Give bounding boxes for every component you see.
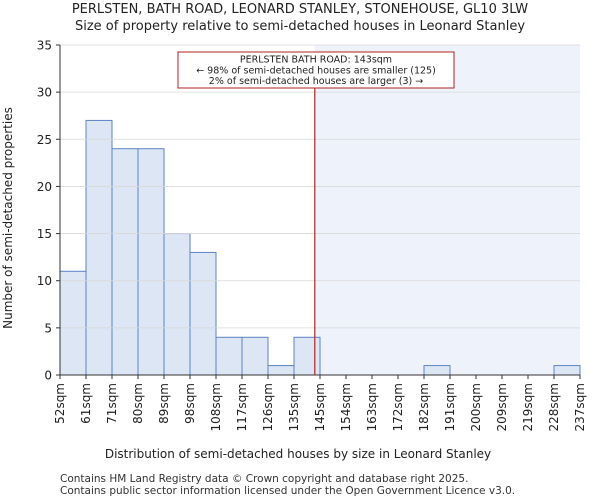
histogram-bar <box>85 119 113 376</box>
histogram-bar <box>267 365 295 376</box>
x-tick-label: 117sqm <box>235 383 249 431</box>
annotation-line-2: ← 98% of semi-detached houses are smalle… <box>196 65 436 76</box>
histogram-bar <box>241 336 269 376</box>
x-tick-label: 98sqm <box>183 383 197 424</box>
histogram-bar <box>137 148 165 376</box>
x-tick-label: 163sqm <box>365 383 379 431</box>
x-tick-label: 80sqm <box>131 383 145 424</box>
footer-line-2: Contains public sector information licen… <box>60 485 516 497</box>
x-tick-label: 108sqm <box>209 383 223 431</box>
footer-line-1: Contains HM Land Registry data © Crown c… <box>60 473 469 485</box>
x-tick-label: 209sqm <box>495 383 509 431</box>
histogram-bar <box>163 233 191 376</box>
x-tick-label: 191sqm <box>443 383 457 431</box>
histogram-bar <box>111 148 139 376</box>
x-axis-label: Distribution of semi-detached houses by … <box>105 447 491 461</box>
x-tick-label: 228sqm <box>547 383 561 431</box>
x-tick-label: 71sqm <box>105 383 119 424</box>
histogram-bar <box>215 336 243 376</box>
histogram-bar <box>553 365 581 376</box>
x-tick-label: 154sqm <box>339 383 353 431</box>
annotation-line-3: 2% of semi-detached houses are larger (3… <box>209 76 423 87</box>
y-tick-label: 30 <box>37 86 52 100</box>
x-tick-label: 52sqm <box>53 383 67 424</box>
x-tick-label: 219sqm <box>521 383 535 431</box>
x-tick-label: 172sqm <box>391 383 405 431</box>
x-tick-label: 89sqm <box>157 383 171 424</box>
histogram-bar <box>59 270 87 376</box>
y-tick-label: 15 <box>37 227 52 241</box>
x-tick-label: 200sqm <box>469 383 483 431</box>
annotation-line-1: PERLSTEN BATH ROAD: 143sqm <box>240 55 392 66</box>
histogram-bar <box>293 336 321 376</box>
histogram-bar <box>189 251 217 376</box>
x-tick-label: 126sqm <box>261 383 275 431</box>
larger-region-shade <box>314 45 580 375</box>
histogram-bar <box>423 365 451 376</box>
x-tick-label: 237sqm <box>573 383 587 431</box>
y-axis-label: Number of semi-detached properties <box>1 107 15 329</box>
x-tick-label: 182sqm <box>417 383 431 431</box>
annotation-box <box>177 51 455 89</box>
x-tick-label: 135sqm <box>287 383 301 431</box>
y-tick-label: 35 <box>37 39 52 53</box>
y-tick-label: 0 <box>44 369 52 383</box>
y-tick-label: 5 <box>44 321 52 335</box>
y-tick-label: 10 <box>37 274 52 288</box>
y-tick-label: 20 <box>37 180 52 194</box>
y-tick-label: 25 <box>37 133 52 147</box>
x-tick-label: 61sqm <box>79 383 93 424</box>
x-tick-label: 145sqm <box>313 383 327 431</box>
chart-subtitle: Size of property relative to semi-detach… <box>74 19 526 34</box>
chart-title: PERLSTEN, BATH ROAD, LEONARD STANLEY, ST… <box>71 2 529 17</box>
